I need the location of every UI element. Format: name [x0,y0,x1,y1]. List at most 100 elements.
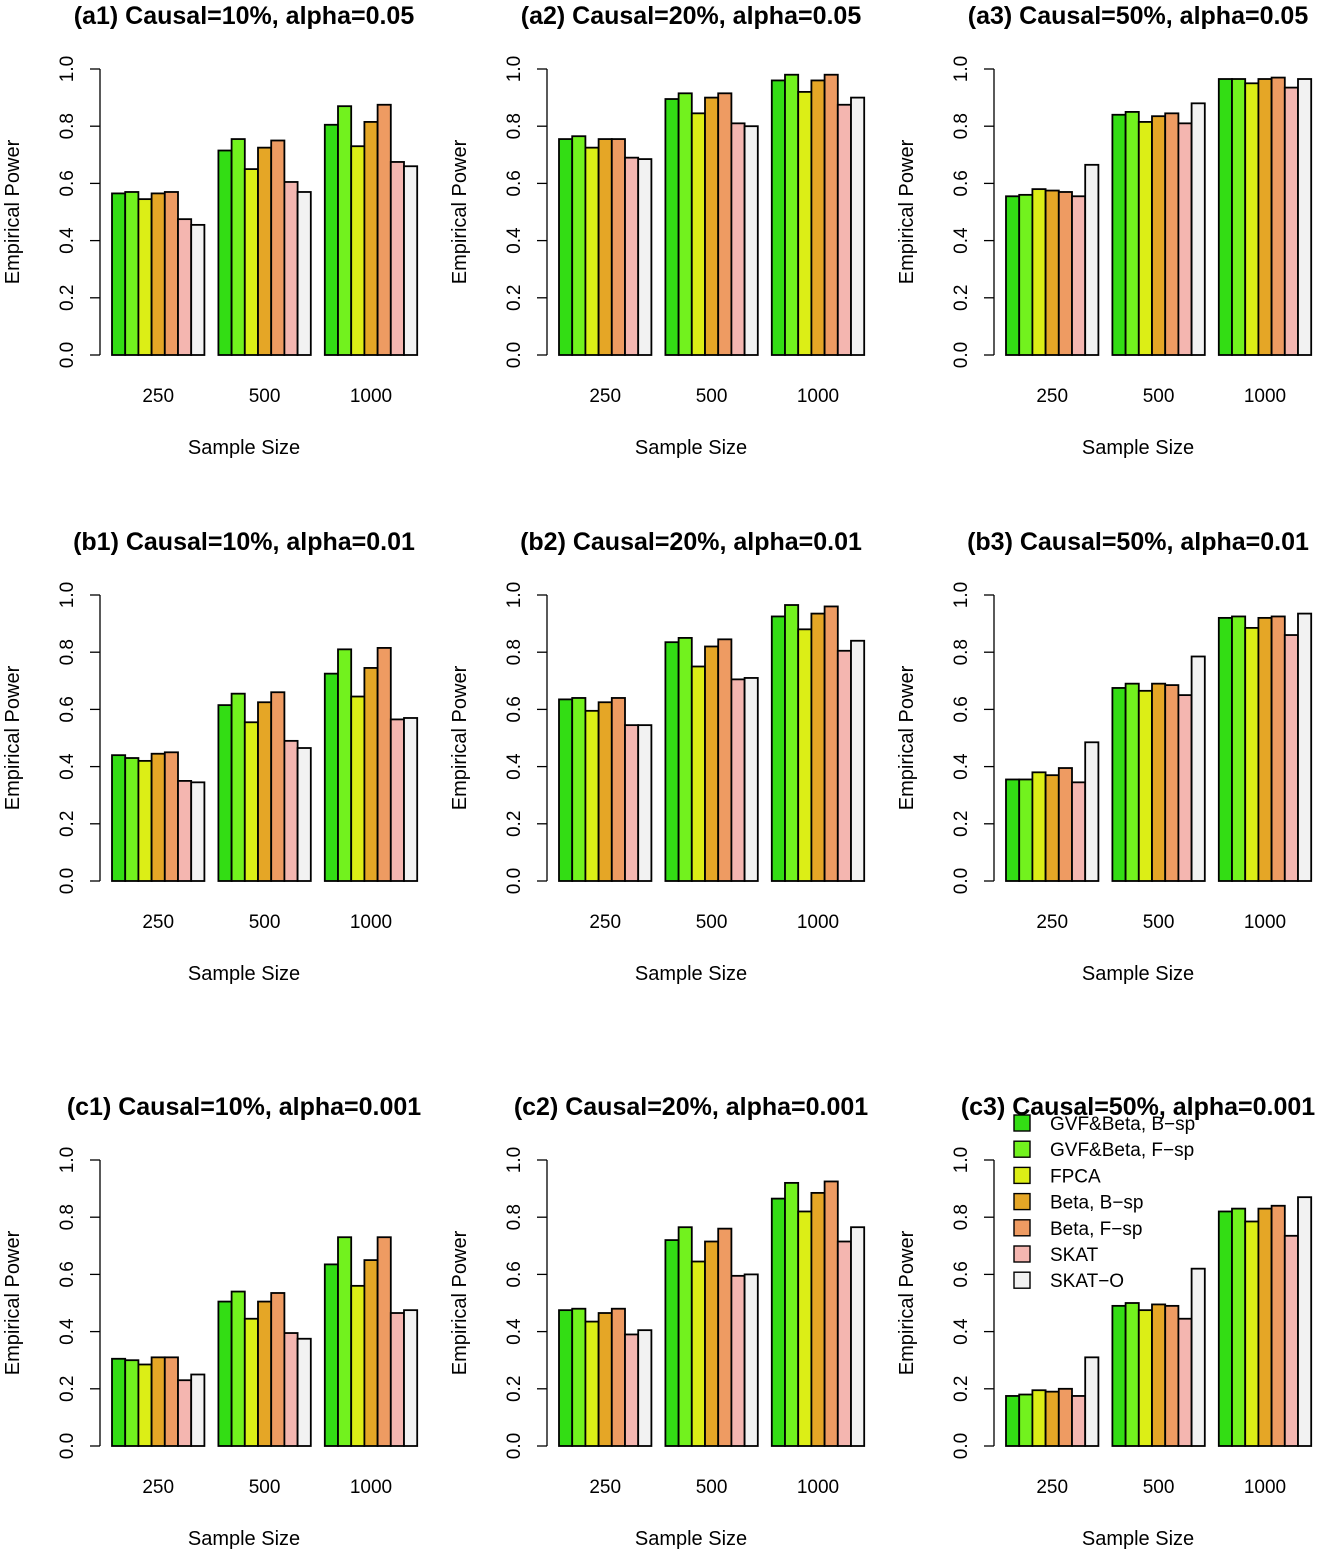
bar [717,92,733,356]
y-tick-label: 1.0 [504,582,525,608]
y-tick-label: 0.6 [951,1261,972,1287]
bar [323,1263,339,1447]
bar [664,98,680,356]
bar [1137,121,1153,356]
bar [597,701,613,882]
bar [571,1307,587,1447]
y-tick-label: 0.2 [57,811,78,837]
panel-title: (a2) Causal=20%, alpha=0.05 [521,2,862,30]
bar [190,781,206,882]
y-axis-label: Empirical Power [896,139,918,284]
x-tick-label: 500 [1143,1477,1175,1498]
bar [624,156,640,356]
legend-label: SKAT [1050,1245,1099,1266]
y-tick-label: 0.0 [951,1433,972,1459]
bar [823,605,839,882]
y-tick-label: 0.4 [951,1318,972,1345]
legend-swatch [1013,1192,1031,1211]
bar [1018,193,1034,356]
bar [243,721,259,882]
bar [1018,1393,1034,1447]
x-tick-label: 1000 [350,386,392,407]
bar [1217,78,1233,356]
bar [784,1181,800,1447]
bar [230,1290,246,1447]
bar [1111,687,1127,882]
bar [571,697,587,882]
bar [177,1379,193,1447]
y-tick-label: 0.8 [57,639,78,665]
x-tick-label: 250 [1036,386,1068,407]
bar [337,1236,353,1447]
bar [558,138,574,356]
bar [1031,1389,1047,1447]
y-tick-label: 0.2 [57,1376,78,1402]
bar [770,79,786,356]
y-tick-label: 0.2 [504,285,525,311]
x-tick-label: 1000 [350,912,392,933]
bar [1231,615,1247,882]
bar [257,146,273,356]
bar [664,641,680,882]
x-tick-label: 500 [1143,912,1175,933]
y-tick-label: 0.8 [951,1204,972,1230]
bar [1057,191,1073,356]
bar [1044,189,1060,356]
bar [704,645,720,882]
bar [1270,76,1286,356]
bar [850,96,866,356]
y-tick-label: 0.4 [951,227,972,254]
bar [1297,78,1313,356]
panel-title: (a1) Causal=10%, alpha=0.05 [74,2,415,30]
bar [597,138,613,356]
y-tick-label: 0.4 [57,227,78,254]
bar [770,1197,786,1447]
bar [230,692,246,882]
bar [1005,778,1021,882]
bar [1244,1220,1260,1447]
bar [137,759,153,882]
x-axis-label: Sample Size [188,1528,300,1550]
bar [1283,1234,1299,1447]
bar [1217,1210,1233,1447]
bar [270,139,286,356]
bar [217,704,233,882]
bar [624,724,640,882]
x-tick-label: 1000 [1244,1477,1286,1498]
bar [850,639,866,882]
y-tick-label: 0.0 [951,868,972,894]
bar [1257,78,1273,356]
bar [177,218,193,356]
bar [363,667,379,882]
bar [1151,115,1167,356]
bar [1164,1304,1180,1447]
y-tick-label: 0.6 [951,170,972,196]
bar [571,135,587,356]
bar [677,1226,693,1447]
bar [743,677,759,882]
bar [1297,612,1313,882]
y-tick-label: 0.4 [504,227,525,254]
bar [403,165,419,356]
legend-label: GVF&Beta, B−sp [1050,1114,1195,1135]
bar [270,1292,286,1447]
bar [836,649,852,882]
bar [1124,1302,1140,1447]
y-axis-label: Empirical Power [896,1230,918,1375]
x-axis-label: Sample Size [1082,963,1194,985]
bar [823,73,839,356]
bar [217,1300,233,1447]
bar [376,1236,392,1447]
bar [797,1210,813,1447]
y-tick-label: 0.4 [57,1318,78,1345]
y-tick-label: 0.8 [57,1204,78,1230]
bar [111,1357,127,1447]
bar [784,73,800,356]
bar [717,638,733,882]
bar [350,145,366,356]
y-tick-label: 0.0 [57,1433,78,1459]
y-tick-label: 0.8 [951,113,972,139]
bar [1190,655,1206,882]
bar [1151,682,1167,882]
